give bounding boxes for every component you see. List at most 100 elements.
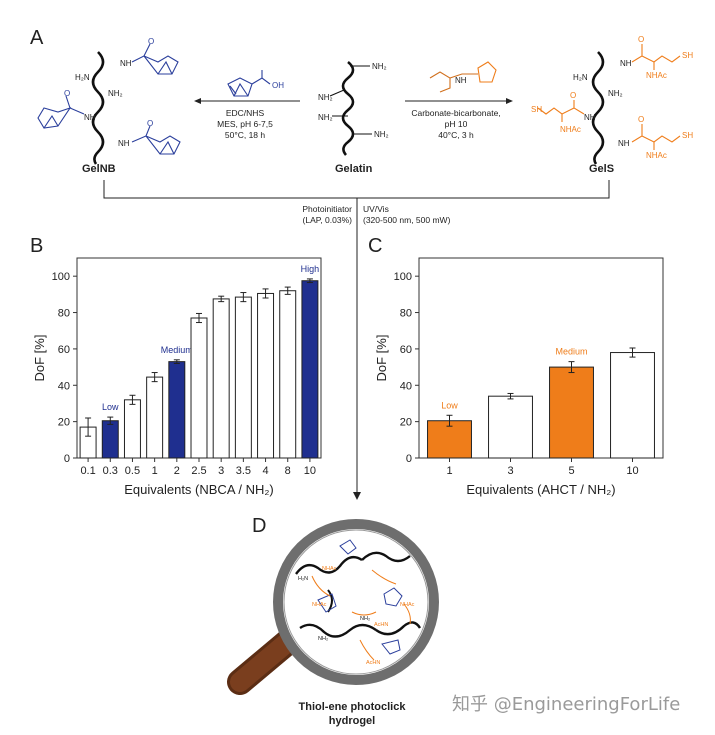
bar bbox=[212, 298, 230, 459]
bar bbox=[610, 352, 655, 459]
xtick-label: 0.3 bbox=[103, 465, 118, 477]
gelatin-label: Gelatin bbox=[335, 163, 373, 175]
gels-o-bottom: O bbox=[638, 115, 644, 124]
bar bbox=[146, 376, 164, 459]
gels-nh2: NH₂ bbox=[608, 89, 623, 98]
gelnb-h2n-1: H₂N bbox=[75, 73, 90, 82]
ytick-label: 20 bbox=[400, 417, 412, 429]
chart-c: 0 20 40 60 80 100 1 Low 3 5 Medium 10 bbox=[394, 271, 655, 477]
gels-sh-left: SH bbox=[531, 105, 542, 114]
ytick-label: 100 bbox=[52, 271, 70, 283]
arrow-head-left bbox=[194, 98, 201, 104]
ytick-label: 0 bbox=[406, 453, 412, 465]
ytick-label: 80 bbox=[58, 308, 70, 320]
gels-h-left: NH bbox=[584, 113, 596, 122]
gelnb-o-bottom: O bbox=[147, 119, 153, 128]
gelnb-nh2: NH₂ bbox=[108, 89, 123, 98]
gels-nh-top: NH bbox=[620, 59, 632, 68]
gelnb-label: GelNB bbox=[82, 163, 116, 175]
norbornene-group-top-icon bbox=[131, 43, 179, 75]
gels-nh-bottom: NH bbox=[618, 139, 630, 148]
gelnb-structure bbox=[91, 51, 105, 165]
norbornene-group-bottom-icon bbox=[131, 125, 181, 155]
d-h2n-1: H₂N bbox=[298, 576, 308, 582]
photoinitiator-text: Photoinitiator bbox=[302, 204, 352, 214]
gels-nhac-bottom: NHAc bbox=[646, 151, 667, 160]
d-nh2-1: NH₂ bbox=[360, 616, 370, 622]
xtick-label: 2 bbox=[174, 465, 180, 477]
arrow-head-right bbox=[506, 98, 513, 104]
gelatin-nh2-1: NH₂ bbox=[372, 62, 387, 71]
chart-b-xlabel: Equivalents (NBCA / NH₂) bbox=[124, 482, 274, 497]
gelatin-nh2-3: NH₂ bbox=[318, 113, 333, 122]
d-achn-1: AcHN bbox=[374, 622, 388, 628]
gels-sh-top: SH bbox=[682, 51, 693, 60]
gels-h2n: H₂N bbox=[573, 73, 588, 82]
xtick-label: 2.5 bbox=[191, 465, 206, 477]
bar-annotation: High bbox=[301, 264, 320, 274]
gels-sh-bottom: SH bbox=[682, 131, 693, 140]
hydrogel-caption-2: hydrogel bbox=[329, 715, 375, 727]
d-achn-2: AcHN bbox=[366, 660, 380, 666]
bar bbox=[279, 290, 297, 459]
bar-annotation: Low bbox=[102, 402, 119, 412]
bar-annotation: Medium bbox=[161, 345, 193, 355]
crosslink-connector bbox=[103, 180, 610, 496]
ytick-label: 60 bbox=[400, 344, 412, 356]
bar bbox=[168, 361, 186, 459]
gelatin-nh2-4: NH₂ bbox=[374, 130, 389, 139]
hydrogel-network bbox=[295, 539, 422, 661]
ytick-label: 40 bbox=[400, 380, 412, 392]
d-nhac-1: NHAc bbox=[322, 566, 337, 572]
xtick-label: 3 bbox=[218, 465, 224, 477]
xtick-label: 3.5 bbox=[236, 465, 251, 477]
right-condition-1: Carbonate-bicarbonate, bbox=[411, 108, 500, 118]
bar bbox=[257, 292, 275, 459]
gelnb-nh-bottom: NH bbox=[118, 139, 130, 148]
thiol-group-top-icon bbox=[631, 44, 681, 70]
gelatin-structure bbox=[329, 60, 372, 156]
chart-c-ylabel: DoF [%] bbox=[374, 335, 389, 382]
gelatin-nh2-2: NH₂ bbox=[318, 93, 333, 102]
xtick-label: 3 bbox=[507, 465, 513, 477]
thiol-group-left-icon bbox=[537, 100, 585, 122]
gels-o-left: O bbox=[570, 91, 576, 100]
xtick-label: 5 bbox=[568, 465, 574, 477]
panel-label-d: D bbox=[252, 515, 266, 537]
xtick-label: 0.5 bbox=[125, 465, 140, 477]
gels-structure bbox=[591, 51, 605, 165]
bar bbox=[190, 317, 208, 459]
ytick-label: 40 bbox=[58, 380, 70, 392]
norbornene-group-left-icon bbox=[37, 95, 85, 129]
magnifier-inner-rim bbox=[283, 529, 429, 675]
bar bbox=[488, 395, 533, 459]
bar bbox=[234, 296, 252, 459]
panel-label-c: C bbox=[368, 235, 382, 257]
hydrogel-caption-1: Thiol-ene photoclick bbox=[299, 701, 407, 713]
right-condition-2: pH 10 bbox=[445, 119, 468, 129]
gels-o-top: O bbox=[638, 35, 644, 44]
bar bbox=[301, 280, 319, 459]
thiolactone-nh: NH bbox=[455, 76, 467, 85]
thiol-group-bottom-icon bbox=[631, 124, 681, 150]
wavelength-text: (320-500 nm, 500 mW) bbox=[363, 215, 451, 225]
chart-b-ylabel: DoF [%] bbox=[32, 335, 47, 382]
magnifier-handle bbox=[227, 627, 303, 695]
gels-label: GelS bbox=[589, 163, 614, 175]
norbornene-acid-icon bbox=[227, 70, 271, 97]
gelnb-h-left: NH bbox=[84, 113, 96, 122]
arrow-down-to-d bbox=[353, 492, 361, 500]
xtick-label: 10 bbox=[626, 465, 638, 477]
xtick-label: 1 bbox=[446, 465, 452, 477]
xtick-label: 1 bbox=[152, 465, 158, 477]
xtick-label: 4 bbox=[262, 465, 268, 477]
ytick-label: 80 bbox=[400, 308, 412, 320]
d-nh2-2: NH₂ bbox=[318, 636, 328, 642]
gelnb-nh-top: NH bbox=[120, 59, 132, 68]
left-condition-2: MES, pH 6-7,5 bbox=[217, 119, 273, 129]
gels-nhac-top: NHAc bbox=[646, 71, 667, 80]
ytick-label: 20 bbox=[58, 417, 70, 429]
left-condition-3: 50°C, 18 h bbox=[225, 130, 266, 140]
bar bbox=[123, 399, 141, 459]
gelnb-o-top: O bbox=[148, 37, 154, 46]
